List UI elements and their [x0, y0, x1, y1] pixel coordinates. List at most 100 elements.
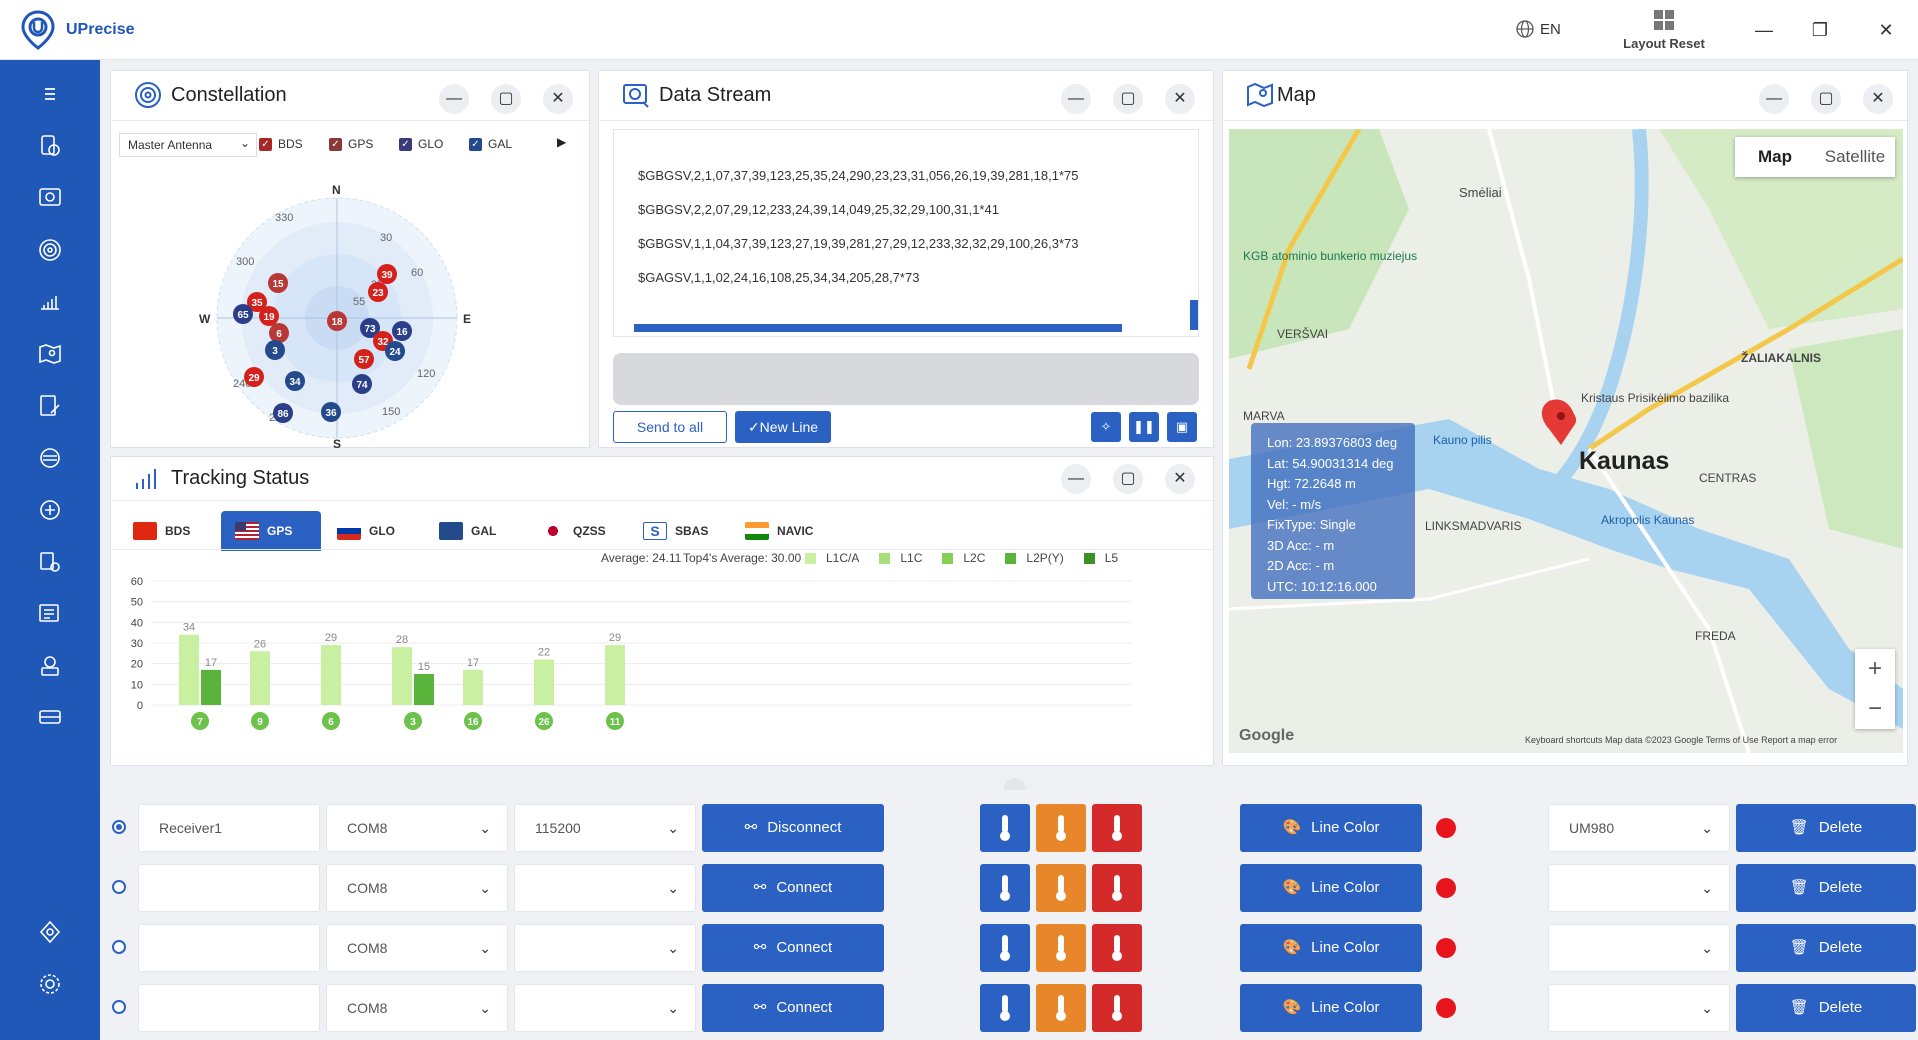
sidebar-settings-icon[interactable] — [36, 444, 64, 472]
thermometer-cold-icon[interactable] — [980, 984, 1030, 1032]
baud-select[interactable]: ⌄ — [514, 864, 696, 912]
filter-bds-checkbox[interactable]: ✓ BDS — [259, 137, 303, 151]
thermometer-hot-icon[interactable] — [1092, 924, 1142, 972]
thermometer-cold-icon[interactable] — [980, 864, 1030, 912]
satellite-marker[interactable]: 74 — [352, 374, 372, 394]
port-select[interactable]: COM8 ⌄ — [326, 804, 508, 852]
connect-button[interactable]: ⚯ Connect — [702, 924, 884, 972]
receiver-name-input[interactable] — [138, 924, 320, 972]
thermometer-warm-icon[interactable] — [1036, 924, 1086, 972]
receiver-select-radio[interactable] — [112, 940, 126, 954]
delete-button[interactable]: 🗑 Delete — [1736, 924, 1916, 972]
tab-sbas[interactable]: S SBAS — [629, 511, 729, 551]
baud-select[interactable]: 115200 ⌄ — [514, 804, 696, 852]
port-select[interactable]: COM8 ⌄ — [326, 984, 508, 1032]
data-stream-maximize-button[interactable]: ▢ — [1113, 84, 1143, 114]
sidebar-log-icon[interactable] — [36, 600, 64, 628]
line-color-button[interactable]: 🎨 Line Color — [1240, 984, 1422, 1032]
sidebar-vehicle-icon[interactable] — [36, 704, 64, 732]
tracking-close-button[interactable]: ✕ — [1165, 464, 1195, 494]
play-icon[interactable]: ▶ — [557, 135, 567, 149]
map-minimize-button[interactable]: — — [1759, 84, 1789, 114]
close-window-button[interactable]: ✕ — [1878, 20, 1894, 40]
sidebar-signal-icon[interactable] — [36, 288, 64, 316]
sidebar-gear-icon[interactable] — [36, 970, 64, 998]
thermometer-hot-icon[interactable] — [1092, 984, 1142, 1032]
zoom-out-button[interactable]: − — [1867, 695, 1882, 722]
satellite-marker[interactable]: 73 — [360, 318, 380, 338]
line-color-button[interactable]: 🎨 Line Color — [1240, 864, 1422, 912]
restore-window-button[interactable]: ❐ — [1811, 20, 1829, 40]
data-stream-close-button[interactable]: ✕ — [1165, 84, 1195, 114]
data-stream-log[interactable]: $GBGSV,2,1,07,37,39,123,25,35,24,290,23,… — [613, 129, 1199, 337]
clear-icon[interactable]: ✧ — [1091, 412, 1121, 442]
receiver-name-input[interactable]: Receiver1 — [138, 804, 320, 852]
sidebar-config-icon[interactable] — [36, 548, 64, 576]
minimize-window-button[interactable]: — — [1755, 20, 1773, 40]
filter-gps-checkbox[interactable]: ✓ GPS — [329, 137, 373, 151]
tab-gal[interactable]: GAL — [425, 511, 525, 551]
language-selector[interactable]: EN — [1516, 20, 1561, 38]
satellite-marker[interactable]: 6 — [269, 323, 289, 343]
thermometer-hot-icon[interactable] — [1092, 864, 1142, 912]
thermometer-warm-icon[interactable] — [1036, 804, 1086, 852]
tab-glo[interactable]: GLO — [323, 511, 423, 551]
delete-button[interactable]: 🗑 Delete — [1736, 984, 1916, 1032]
line-color-button[interactable]: 🎨 Line Color — [1240, 804, 1422, 852]
port-select[interactable]: COM8 ⌄ — [326, 864, 508, 912]
save-icon[interactable]: ▣ — [1167, 412, 1197, 442]
thermometer-cold-icon[interactable] — [980, 924, 1030, 972]
receiver-name-input[interactable] — [138, 984, 320, 1032]
thermometer-warm-icon[interactable] — [1036, 864, 1086, 912]
disconnect-button[interactable]: ⚯ Disconnect — [702, 804, 884, 852]
satellite-marker[interactable]: 19 — [259, 306, 279, 326]
command-input[interactable] — [613, 353, 1199, 405]
horizontal-scrollbar[interactable] — [634, 324, 1122, 332]
satellite-marker[interactable]: 18 — [327, 311, 347, 331]
thermometer-cold-icon[interactable] — [980, 804, 1030, 852]
sidebar-network-icon[interactable] — [36, 496, 64, 524]
filter-glo-checkbox[interactable]: ✓ GLO — [399, 137, 443, 151]
sidebar-device-icon[interactable] — [36, 132, 64, 160]
map-mode-button[interactable]: Map — [1758, 147, 1792, 166]
sidebar-edit-icon[interactable] — [36, 392, 64, 420]
thermometer-warm-icon[interactable] — [1036, 984, 1086, 1032]
sidebar-target-icon[interactable] — [36, 236, 64, 264]
model-select[interactable]: ⌄ — [1548, 984, 1730, 1032]
satellite-marker[interactable]: 86 — [273, 403, 293, 423]
menu-icon[interactable] — [36, 80, 64, 108]
receiver-select-radio[interactable] — [112, 1000, 126, 1014]
antenna-select[interactable]: Master Antenna ⌄ — [119, 133, 257, 157]
connect-button[interactable]: ⚯ Connect — [702, 984, 884, 1032]
thermometer-hot-icon[interactable] — [1092, 804, 1142, 852]
satellite-marker[interactable]: 36 — [321, 402, 341, 422]
satellite-marker[interactable]: 15 — [268, 273, 288, 293]
model-select[interactable]: ⌄ — [1548, 864, 1730, 912]
map-maximize-button[interactable]: ▢ — [1811, 84, 1841, 114]
pause-icon[interactable]: ❚❚ — [1129, 412, 1159, 442]
model-select[interactable]: UM980 ⌄ — [1548, 804, 1730, 852]
satellite-marker[interactable]: 35 — [247, 292, 267, 312]
delete-button[interactable]: 🗑 Delete — [1736, 804, 1916, 852]
tracking-maximize-button[interactable]: ▢ — [1113, 464, 1143, 494]
sidebar-constellation-icon[interactable] — [36, 184, 64, 212]
location-pin[interactable] — [1541, 399, 1577, 445]
delete-button[interactable]: 🗑 Delete — [1736, 864, 1916, 912]
satellite-marker[interactable]: 16 — [392, 321, 412, 341]
sidebar-map-icon[interactable] — [36, 340, 64, 368]
sidebar-location-icon[interactable] — [36, 918, 64, 946]
data-stream-minimize-button[interactable]: — — [1061, 84, 1091, 114]
tab-gps[interactable]: GPS — [221, 511, 321, 551]
satellite-marker[interactable]: 57 — [354, 349, 374, 369]
map-view[interactable]: Smėliai KGB atominio bunkerio muziejus V… — [1229, 129, 1903, 753]
line-color-button[interactable]: 🎨 Line Color — [1240, 924, 1422, 972]
constellation-close-button[interactable]: ✕ — [543, 84, 573, 114]
satellite-mode-button[interactable]: Satellite — [1824, 147, 1886, 166]
satellite-marker[interactable]: 24 — [385, 341, 405, 361]
send-to-all-button[interactable]: Send to all — [613, 411, 727, 443]
new-line-button[interactable]: ✓New Line — [735, 411, 831, 443]
satellite-marker[interactable]: 29 — [244, 367, 264, 387]
tab-qzss[interactable]: QZSS — [527, 511, 627, 551]
connect-button[interactable]: ⚯ Connect — [702, 864, 884, 912]
port-select[interactable]: COM8 ⌄ — [326, 924, 508, 972]
